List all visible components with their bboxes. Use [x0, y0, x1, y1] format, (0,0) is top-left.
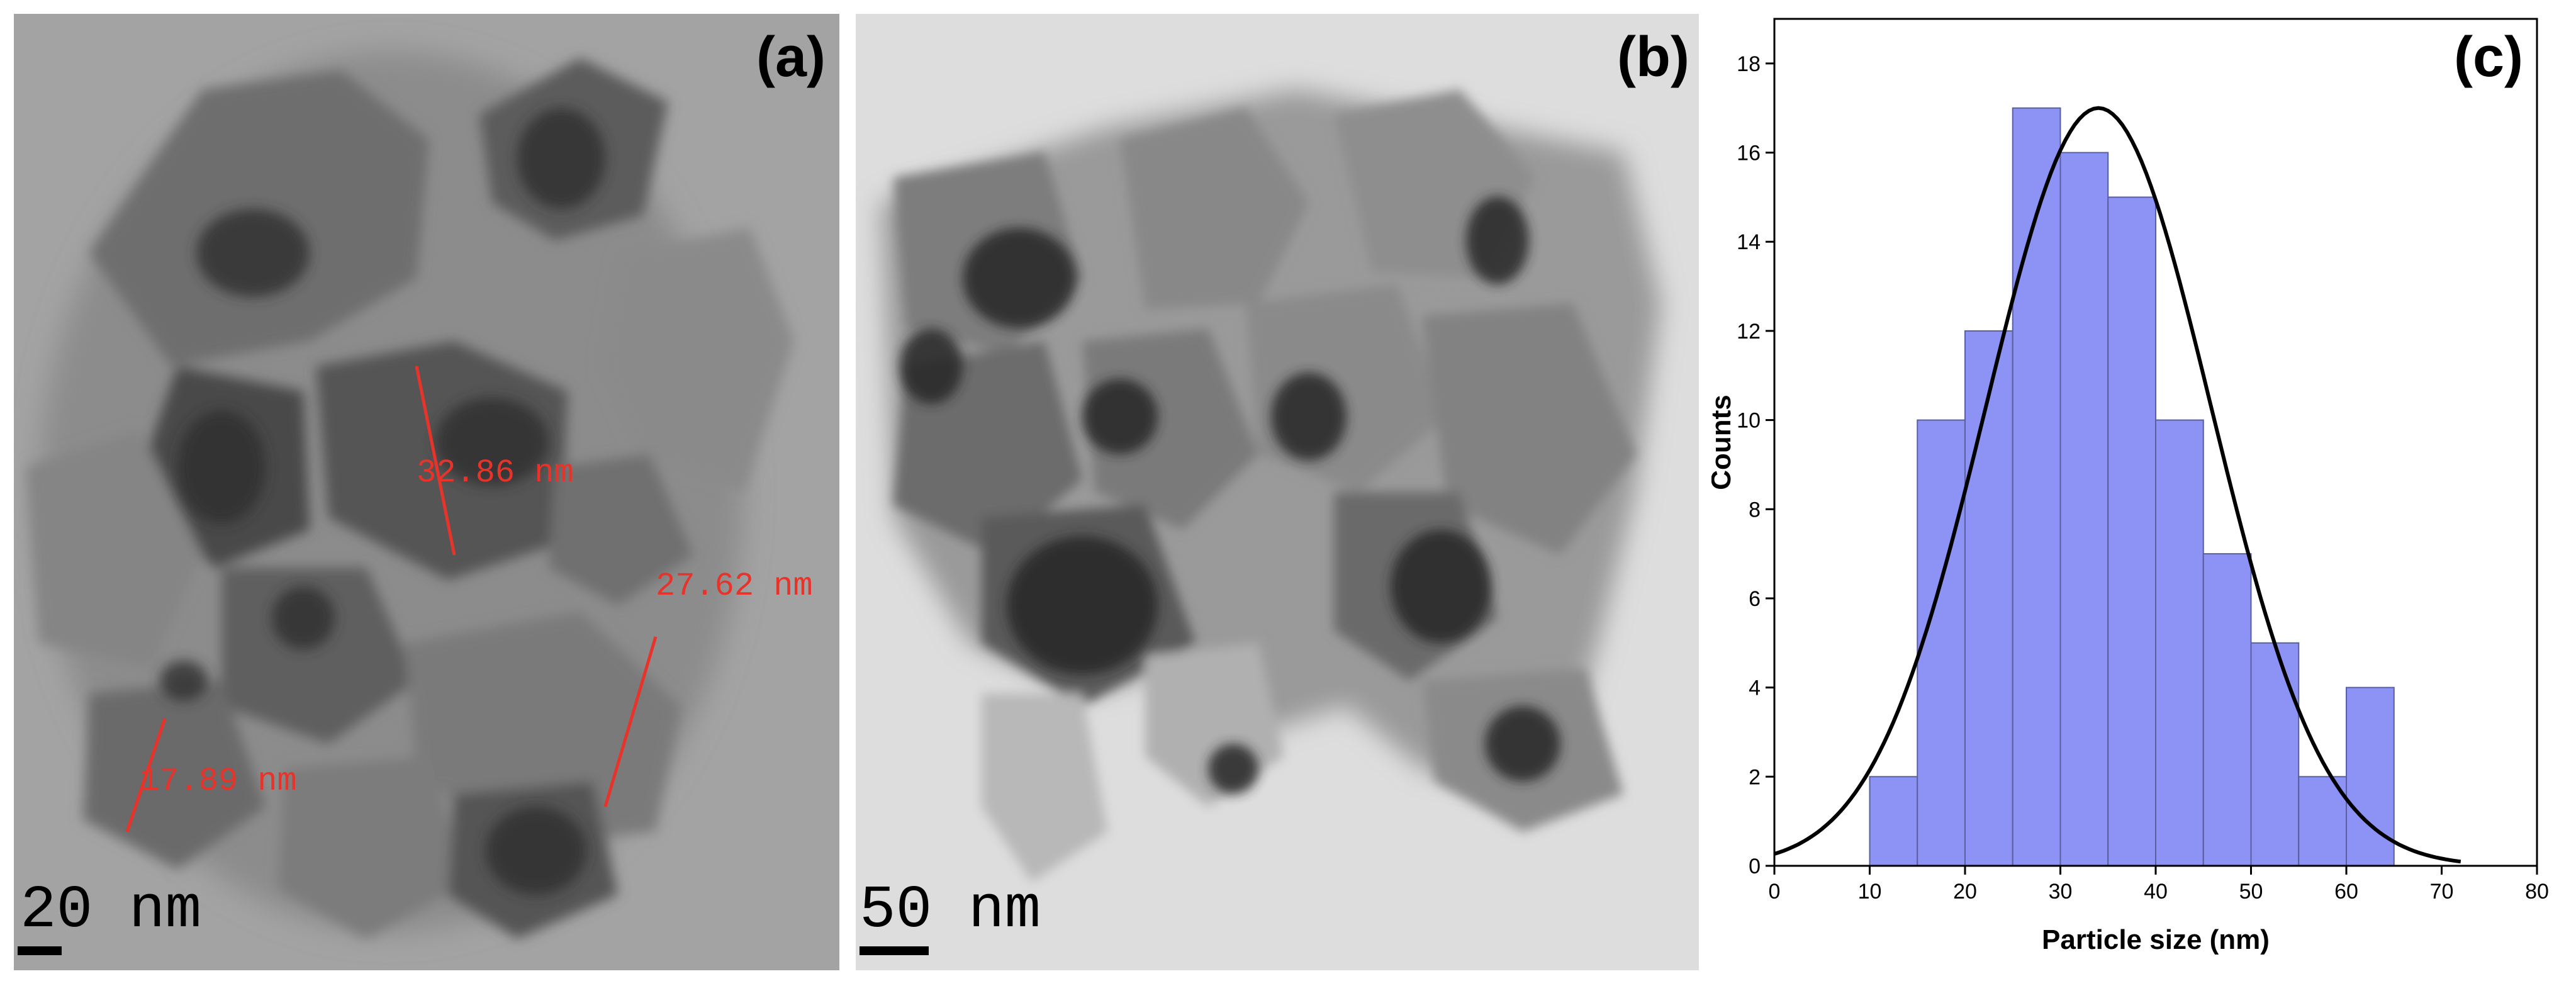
panel-label-c: (c)	[2454, 26, 2523, 89]
x-tick-label-4: 40	[2144, 880, 2168, 904]
histogram-bar-6	[2155, 419, 2204, 866]
x-axis-label: Particle size (nm)	[2042, 924, 2270, 955]
x-tick-label-0: 0	[1769, 880, 1781, 904]
y-tick-label-3: 6	[1749, 587, 1761, 611]
y-tick-label-4: 8	[1749, 498, 1761, 522]
x-tick-label-5: 50	[2239, 880, 2263, 904]
histogram-bar-1	[1917, 419, 1966, 866]
y-tick-label-0: 0	[1749, 854, 1761, 878]
histogram-bar-2	[1964, 330, 2013, 866]
scale-bar-a	[18, 946, 62, 955]
tem-particles-a	[14, 14, 839, 970]
scale-bar-label-b: 50 nm	[860, 876, 1041, 944]
x-tick-label-3: 30	[2049, 880, 2073, 904]
tem-particles-b	[856, 14, 1699, 970]
x-tick-label-6: 60	[2334, 880, 2358, 904]
histogram-bar-3	[2012, 107, 2061, 866]
measurement-label-3: 17.89 nm	[140, 763, 297, 800]
x-tick-label-8: 80	[2525, 880, 2549, 904]
x-tick-label-2: 20	[1953, 880, 1977, 904]
x-tick-label-7: 70	[2430, 880, 2454, 904]
histogram-bar-5	[2107, 196, 2156, 866]
y-tick-label-8: 16	[1737, 142, 1761, 165]
histogram-bar-8	[2250, 642, 2300, 867]
histogram-chart: 0 10 20 30 40 50 60 70 80 0 2 4 6 8 10 12 14 16 18 Particle…	[1711, 18, 2549, 955]
gaussian-fit-line	[1774, 106, 2461, 864]
histogram-bar-4	[2059, 152, 2109, 866]
y-tick-label-5: 10	[1737, 409, 1761, 433]
y-tick-label-2: 4	[1749, 676, 1761, 700]
tem-image-a: (a) 32.86 nm 27.62 nm 17.89 nm 20 nm	[14, 14, 839, 970]
x-tick-label-1: 10	[1858, 880, 1882, 904]
measurement-label-2: 27.62 nm	[656, 568, 813, 605]
tem-image-b: (b) 50 nm	[856, 14, 1699, 970]
scale-bar-label-a: 20 nm	[20, 876, 202, 944]
y-tick-label-6: 12	[1737, 320, 1761, 344]
histogram-panel: 0 10 20 30 40 50 60 70 80 0 2 4 6 8 10 12 14 16 18 Particle…	[1711, 0, 2567, 986]
panel-label-a: (a)	[756, 26, 826, 89]
measurement-label-1: 32.86 nm	[417, 454, 574, 491]
histogram-bar-0	[1869, 776, 1918, 866]
y-tick-label-7: 14	[1737, 230, 1761, 254]
y-tick-label-1: 2	[1749, 765, 1761, 789]
y-tick-label-9: 18	[1737, 52, 1761, 76]
y-axis-label: Counts	[1711, 395, 1737, 490]
histogram-bar-7	[2202, 553, 2252, 867]
panel-label-b: (b)	[1617, 26, 1689, 89]
scale-bar-b	[860, 946, 929, 955]
